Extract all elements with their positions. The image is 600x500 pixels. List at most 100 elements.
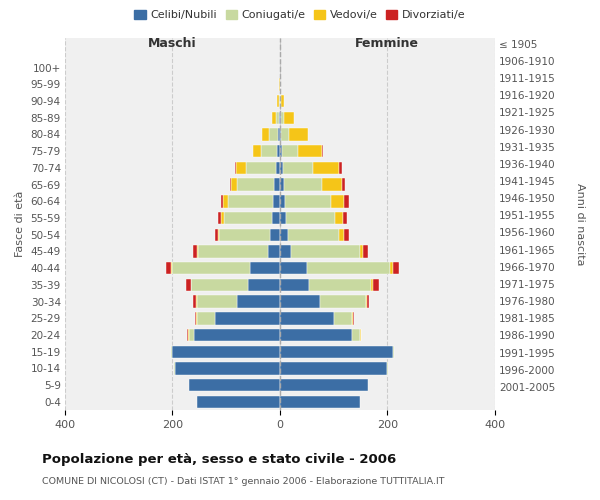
Bar (237, 178, 274, 191)
Bar (344, 228, 349, 241)
Bar (390, 262, 392, 274)
Bar (371, 278, 373, 291)
Bar (387, 362, 388, 375)
Bar (253, 145, 261, 158)
Bar (223, 195, 228, 207)
Bar (284, 178, 322, 191)
Bar (280, 296, 320, 308)
Bar (280, 396, 361, 408)
Bar (342, 178, 345, 191)
Bar (280, 245, 290, 258)
Bar (197, 245, 198, 258)
Bar (361, 245, 363, 258)
Bar (367, 296, 370, 308)
Bar (175, 362, 280, 375)
Bar (188, 329, 194, 342)
Bar (280, 379, 368, 392)
Bar (248, 278, 280, 291)
Bar (283, 162, 313, 174)
Bar (268, 245, 280, 258)
Bar (235, 162, 236, 174)
Bar (280, 262, 307, 274)
Bar (215, 312, 280, 324)
Bar (343, 212, 347, 224)
Bar (280, 162, 283, 174)
Bar (269, 128, 278, 141)
Bar (363, 245, 368, 258)
Bar (280, 212, 286, 224)
Bar (174, 362, 175, 375)
Bar (289, 128, 308, 141)
Bar (195, 312, 196, 324)
Bar (322, 178, 342, 191)
Bar (276, 112, 279, 124)
Bar (172, 262, 250, 274)
Bar (198, 245, 268, 258)
Bar (275, 162, 280, 174)
Bar (188, 379, 280, 392)
Bar (274, 178, 280, 191)
Bar (197, 396, 280, 408)
Bar (334, 312, 352, 324)
Bar (236, 162, 246, 174)
Bar (344, 195, 349, 207)
Bar (280, 228, 288, 241)
Legend: Celibi/Nubili, Coniugati/e, Vedovi/e, Divorziati/e: Celibi/Nubili, Coniugati/e, Vedovi/e, Di… (130, 6, 470, 25)
Bar (280, 145, 282, 158)
Bar (331, 195, 344, 207)
Bar (281, 112, 284, 124)
Bar (237, 296, 280, 308)
Bar (310, 278, 371, 291)
Text: Maschi: Maschi (148, 37, 197, 50)
Bar (277, 145, 280, 158)
Bar (272, 112, 276, 124)
Bar (284, 112, 295, 124)
Bar (280, 362, 387, 375)
Bar (280, 195, 285, 207)
Bar (281, 95, 284, 108)
Bar (280, 128, 281, 141)
Bar (288, 228, 339, 241)
Bar (215, 228, 218, 241)
Bar (280, 112, 281, 124)
Bar (307, 262, 390, 274)
Bar (279, 112, 280, 124)
Bar (230, 178, 232, 191)
Bar (285, 195, 331, 207)
Bar (194, 329, 280, 342)
Text: Popolazione per età, sesso e stato civile - 2006: Popolazione per età, sesso e stato civil… (42, 452, 396, 466)
Bar (193, 245, 197, 258)
Bar (218, 228, 219, 241)
Bar (290, 245, 361, 258)
Bar (197, 312, 215, 324)
Bar (340, 162, 342, 174)
Bar (286, 212, 335, 224)
Bar (221, 195, 223, 207)
Y-axis label: Fasce di età: Fasce di età (15, 190, 25, 257)
Bar (281, 128, 289, 141)
Bar (197, 296, 237, 308)
Bar (274, 195, 280, 207)
Bar (279, 95, 280, 108)
Bar (392, 346, 394, 358)
Bar (280, 346, 392, 358)
Bar (218, 212, 221, 224)
Bar (261, 145, 277, 158)
Bar (228, 195, 274, 207)
Bar (366, 296, 367, 308)
Bar (219, 228, 270, 241)
Bar (280, 95, 281, 108)
Bar (272, 212, 280, 224)
Bar (322, 145, 323, 158)
Bar (191, 278, 248, 291)
Bar (187, 278, 191, 291)
Bar (282, 145, 298, 158)
Bar (339, 228, 344, 241)
Bar (172, 346, 280, 358)
Bar (313, 162, 340, 174)
Bar (335, 212, 343, 224)
Bar (277, 95, 279, 108)
Bar (353, 312, 354, 324)
Bar (232, 178, 237, 191)
Bar (270, 228, 280, 241)
